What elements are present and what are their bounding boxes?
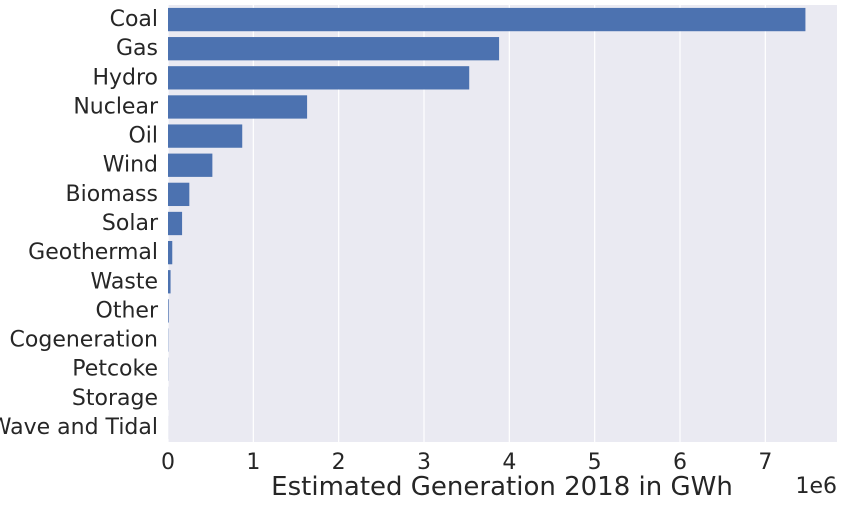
bar — [168, 299, 169, 323]
category-label: Solar — [102, 211, 159, 236]
category-labels: Coal Gas Hydro Nuclear Oil Wind Biomass Solar Ge… — [0, 7, 159, 440]
x-tick-label: 2 — [332, 450, 346, 475]
category-label: Gas — [116, 36, 158, 61]
category-label: Wave and Tidal — [0, 415, 158, 440]
category-label: Waste — [91, 269, 158, 294]
category-label: Cogeneration — [10, 328, 158, 353]
category-label: Nuclear — [73, 94, 159, 119]
bar — [168, 153, 213, 177]
x-tick-label: 3 — [417, 450, 431, 475]
bar — [168, 7, 806, 32]
bar — [168, 270, 171, 294]
bar — [168, 124, 243, 148]
category-label: Other — [96, 298, 159, 323]
x-axis-offset-label: 1e6 — [795, 474, 837, 499]
category-label: Storage — [72, 386, 158, 411]
category-label: Biomass — [65, 182, 158, 207]
bar — [168, 95, 308, 119]
x-tick-label: 0 — [161, 450, 175, 475]
bar — [168, 240, 173, 265]
category-label: Petcoke — [72, 357, 158, 382]
category-label: Coal — [110, 7, 158, 32]
x-tick-label: 7 — [758, 450, 772, 475]
x-tick-label: 1 — [246, 450, 260, 475]
x-tick-labels: 0 1 2 3 4 5 6 7 — [161, 450, 772, 475]
bar — [168, 211, 183, 236]
category-label: Oil — [128, 124, 158, 149]
x-axis-title: Estimated Generation 2018 in GWh — [271, 472, 733, 502]
category-label: Geothermal — [28, 240, 158, 265]
bar — [168, 182, 190, 207]
category-label: Wind — [103, 153, 158, 178]
bar — [168, 37, 500, 61]
x-tick-label: 6 — [673, 450, 687, 475]
x-tick-label: 5 — [588, 450, 602, 475]
bars — [168, 7, 806, 440]
category-label: Hydro — [92, 65, 158, 90]
x-tick-label: 4 — [502, 450, 516, 475]
bar — [168, 66, 470, 90]
